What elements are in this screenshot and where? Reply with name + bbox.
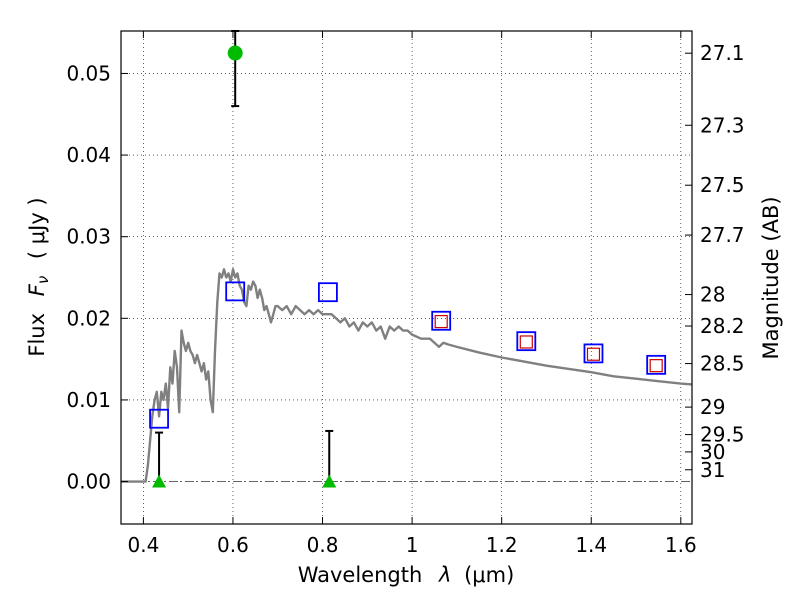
y2-tick-label: 29.5 (700, 423, 745, 447)
detection-point (227, 45, 243, 61)
tick-labels: 0.4 0.6 0.8 1 1.2 1.4 1.6 0.00 0.01 0.02 0.03 0.04 0… (66, 41, 744, 557)
grid (121, 31, 692, 524)
x-tick-label: 0.6 (217, 533, 249, 557)
y-axis-symbol-sub: ν (34, 276, 52, 284)
y2-tick-label: 29 (700, 395, 725, 419)
error-bars (155, 30, 334, 482)
model-photometry-square (583, 343, 604, 364)
y2-tick-label: 27.5 (700, 173, 745, 197)
y2-tick-label: 28.2 (700, 314, 745, 338)
x-tick-label: 1.6 (665, 533, 697, 557)
x-tick-label: 1 (406, 533, 419, 557)
template-photometry-square (434, 314, 448, 329)
model-photometry-square (646, 354, 667, 375)
x-axis-unit: (μm) (464, 563, 514, 587)
template-photometry-square (519, 335, 533, 349)
y2-tick-label: 31 (700, 458, 725, 482)
template-photometry-square (586, 347, 601, 361)
x-axis-label: Wavelength λ (μm) (298, 563, 515, 587)
y-tick-label: 0.01 (66, 388, 111, 412)
x-axis-label-text: Wavelength (298, 563, 423, 587)
model-photometry-square (149, 408, 169, 429)
model-spectrum-line (121, 268, 693, 483)
y2-tick-label: 27.7 (700, 223, 745, 247)
y-axis-label-text: Flux (25, 313, 49, 357)
x-tick-label: 1.2 (486, 533, 518, 557)
model-photometry-square (516, 331, 537, 352)
model-photometry-square (225, 281, 246, 302)
y2-axis-label: Magnitude (AB) (759, 196, 783, 359)
upper-limit-point (152, 474, 167, 488)
template-photometry-square (649, 359, 663, 373)
x-tick-label: 1.4 (575, 533, 607, 557)
y2-tick-label: 28.5 (700, 352, 745, 376)
y-tick-label: 0.05 (66, 61, 111, 85)
y-axis-label: Flux Fν ( μJy ) (25, 197, 53, 356)
y2-tick-label: 30 (700, 440, 725, 464)
model-spectrum (121, 268, 693, 483)
y2-tick-label: 27.1 (700, 41, 745, 65)
y-tick-label: 0.03 (66, 225, 111, 249)
plot-frame (120, 30, 693, 525)
y-tick-label: 0.02 (66, 306, 111, 330)
x-tick-label: 0.4 (127, 533, 159, 557)
x-tick-label: 0.8 (307, 533, 339, 557)
y-tick-label: 0.04 (66, 143, 111, 167)
model-photometry-square (318, 282, 338, 303)
y2-tick-label: 27.3 (700, 113, 745, 137)
y-tick-label: 0.00 (66, 470, 111, 494)
y-axis-unit: ( μJy ) (25, 197, 49, 259)
upper-limit-point (322, 474, 337, 488)
ticks (121, 31, 692, 524)
markers (149, 45, 667, 488)
x-axis-symbol: λ (438, 563, 451, 587)
model-photometry-square (431, 310, 452, 331)
y-axis-symbol: F (25, 283, 49, 296)
y2-tick-label: 28 (700, 283, 725, 307)
